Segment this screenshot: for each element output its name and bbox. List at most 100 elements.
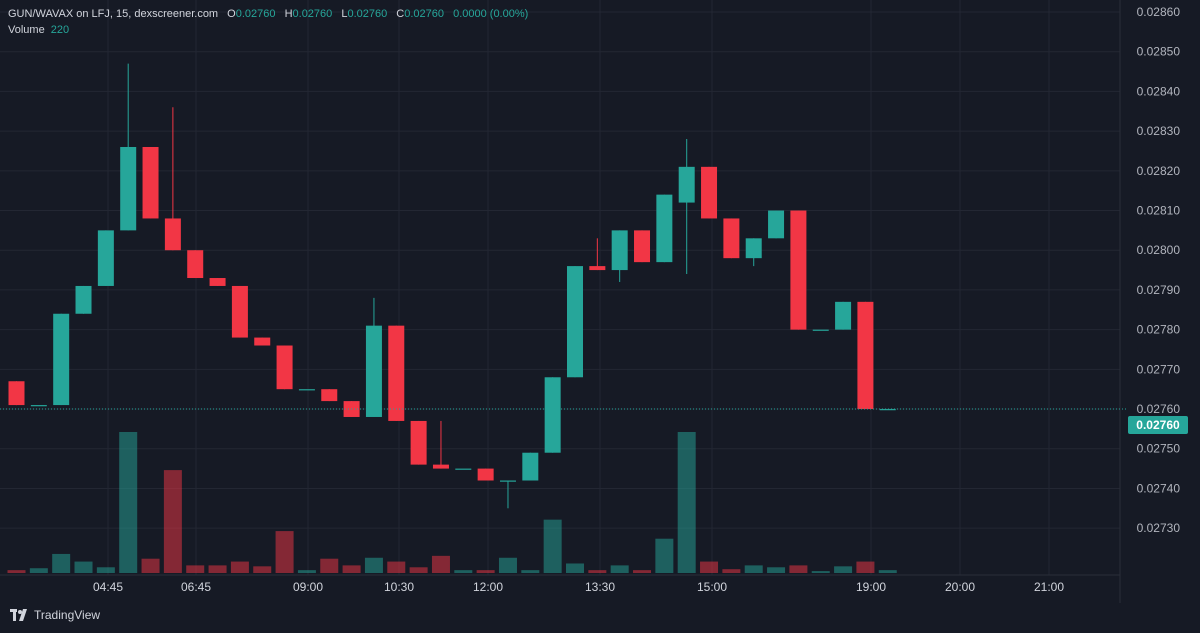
candle (768, 210, 785, 239)
volume-bar (767, 567, 786, 573)
volume-bar (52, 553, 71, 573)
candle-body (812, 329, 829, 331)
volume-bar (7, 570, 26, 573)
volume-bar (700, 561, 719, 573)
candle-body (164, 218, 181, 251)
volume-bar (29, 568, 48, 573)
tradingview-icon (10, 609, 27, 621)
candle (97, 230, 114, 286)
volume-bar (610, 565, 629, 573)
candle-body (544, 377, 561, 453)
volume-bar (878, 570, 897, 573)
candle (477, 468, 494, 481)
time-tick-label: 21:00 (1034, 580, 1064, 594)
candle (857, 301, 874, 410)
volume-bar (119, 432, 138, 573)
volume-bar (275, 531, 294, 573)
volume-bar (253, 566, 272, 573)
time-tick-label: 20:00 (945, 580, 975, 594)
close-value: 0.02760 (404, 8, 445, 20)
price-tick-label: 0.02830 (1137, 124, 1181, 138)
price-tick-label: 0.02740 (1137, 481, 1181, 495)
change-value: 0.0000 (0.00%) (453, 8, 529, 20)
candle (298, 389, 315, 391)
volume-bar (744, 565, 763, 573)
volume-bar (96, 567, 115, 573)
candle-body (298, 389, 315, 391)
volume-value: 220 (50, 24, 70, 36)
volume-bar (655, 538, 674, 573)
candle-body (276, 345, 293, 390)
candle-body (701, 166, 718, 219)
time-tick-label: 09:00 (293, 580, 323, 594)
time-axis: 04:45 06:45 09:00 10:30 12:00 13:30 15:00 19:00… (93, 580, 1064, 594)
time-tick-label: 19:00 (856, 580, 886, 594)
price-tick-label: 0.02820 (1137, 164, 1181, 178)
candle (120, 63, 137, 231)
candle (611, 230, 628, 282)
volume-bar (297, 570, 316, 573)
candle-body (410, 420, 427, 465)
candle (142, 146, 159, 219)
candle-body (209, 278, 226, 286)
candle (745, 238, 762, 267)
volume-bar (208, 565, 227, 573)
volume-bar (856, 561, 875, 573)
candle-body (455, 468, 472, 470)
candle-body (790, 210, 807, 330)
candle (365, 297, 382, 417)
time-tick-label: 06:45 (181, 580, 211, 594)
candle (879, 409, 896, 411)
volume-bar (230, 561, 249, 573)
price-tick-label: 0.02760 (1137, 402, 1181, 416)
candle-body (522, 452, 539, 481)
candle-body (745, 238, 762, 259)
time-tick-label: 13:30 (585, 580, 615, 594)
low-value: 0.02760 (347, 8, 388, 20)
candle-body (142, 146, 159, 219)
price-tick-label: 0.02810 (1137, 204, 1181, 218)
low-label: L (341, 8, 348, 20)
candle (75, 285, 92, 314)
candle-body (97, 230, 114, 286)
candle-body (589, 266, 606, 271)
candles (8, 63, 896, 509)
candle (701, 166, 718, 219)
candle (53, 313, 70, 406)
close-label: C (396, 8, 405, 20)
candle (723, 218, 740, 259)
candle (276, 345, 293, 390)
candle-body (388, 325, 405, 421)
volume-bar (521, 570, 540, 573)
volume-bar (834, 566, 853, 573)
volume-bar (476, 570, 495, 573)
candle (455, 468, 472, 470)
chart-legend: GUN/WAVAX on LFJ, 15, dexscreener.com O 0… (8, 6, 528, 38)
volume-bar (141, 558, 160, 573)
last-price-tag: 0.02760 (1128, 416, 1188, 434)
candle (522, 452, 539, 481)
candle (432, 420, 449, 469)
volume-bar (387, 561, 406, 573)
time-tick-label: 04:45 (93, 580, 123, 594)
candle (254, 337, 271, 346)
candle-body (835, 301, 852, 330)
candle-body (499, 480, 516, 482)
candle (410, 420, 427, 465)
price-tick-label: 0.02730 (1137, 521, 1181, 535)
candle (678, 139, 695, 275)
candle-body (723, 218, 740, 259)
candle (544, 377, 561, 453)
price-tick-label: 0.02780 (1137, 323, 1181, 337)
volume-bar (677, 432, 696, 573)
volume-bar (454, 570, 473, 573)
symbol-title: GUN/WAVAX on LFJ, 15, dexscreener.com (8, 8, 219, 20)
candle (388, 325, 405, 421)
tradingview-logo[interactable]: TradingView (10, 608, 100, 622)
volume-bar (409, 567, 428, 573)
open-label: O (227, 8, 236, 20)
volume-row: Volume 220 (8, 22, 528, 38)
candle-body (8, 381, 25, 406)
volume-bar (566, 563, 584, 573)
